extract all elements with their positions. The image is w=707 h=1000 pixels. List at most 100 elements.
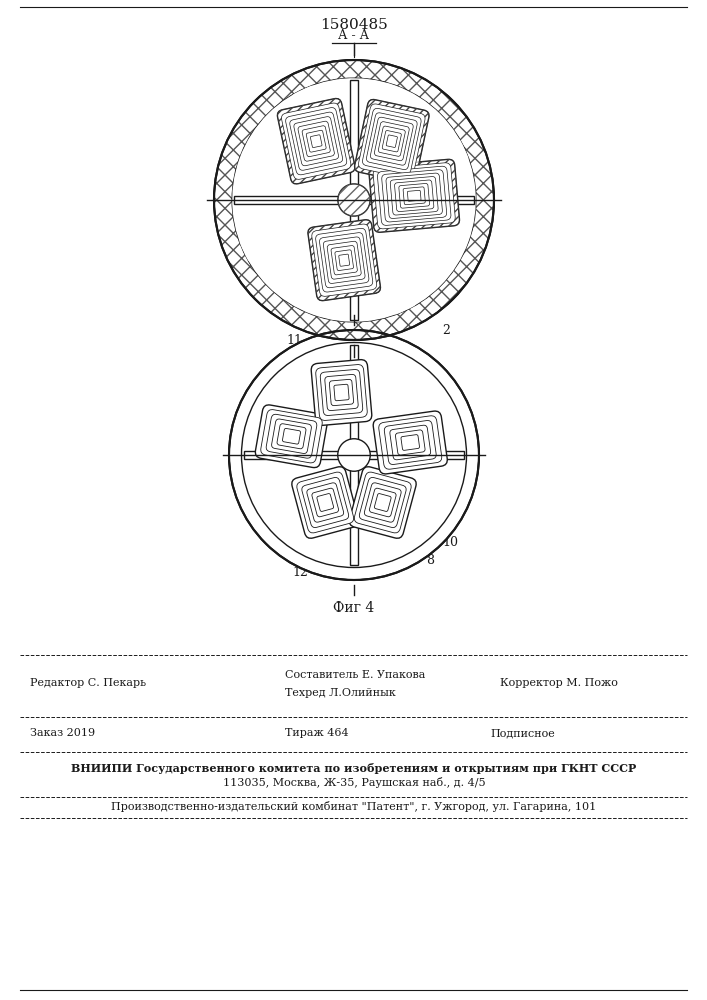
Text: 7: 7 — [229, 438, 237, 452]
Text: 12: 12 — [292, 566, 308, 580]
FancyBboxPatch shape — [331, 246, 357, 275]
FancyBboxPatch shape — [334, 384, 349, 401]
FancyBboxPatch shape — [395, 180, 434, 212]
Text: Подписное: Подписное — [490, 728, 555, 738]
FancyBboxPatch shape — [292, 467, 358, 538]
FancyBboxPatch shape — [363, 108, 421, 174]
FancyBboxPatch shape — [317, 494, 334, 511]
FancyBboxPatch shape — [369, 159, 460, 232]
Text: Тираж 464: Тираж 464 — [285, 728, 349, 738]
Text: 2: 2 — [442, 324, 450, 336]
Wedge shape — [293, 78, 469, 200]
Text: i: i — [327, 123, 330, 133]
FancyBboxPatch shape — [271, 419, 311, 454]
FancyBboxPatch shape — [312, 224, 377, 296]
FancyBboxPatch shape — [395, 430, 425, 455]
FancyBboxPatch shape — [364, 483, 401, 522]
FancyBboxPatch shape — [386, 135, 397, 147]
FancyBboxPatch shape — [354, 99, 429, 183]
FancyBboxPatch shape — [349, 467, 416, 538]
Text: Производственно-издательский комбинат "Патент", г. Ужгород, ул. Гагарина, 101: Производственно-издательский комбинат "П… — [112, 802, 597, 812]
Text: Заказ 2019: Заказ 2019 — [30, 728, 95, 738]
Text: i: i — [310, 532, 313, 542]
Text: Фиг 3: Фиг 3 — [334, 363, 375, 377]
FancyBboxPatch shape — [294, 117, 339, 166]
FancyBboxPatch shape — [306, 130, 326, 152]
FancyBboxPatch shape — [261, 410, 322, 463]
FancyBboxPatch shape — [382, 131, 402, 152]
FancyBboxPatch shape — [316, 365, 367, 420]
Text: Фиг 4: Фиг 4 — [334, 601, 375, 615]
Text: 11: 11 — [286, 334, 302, 347]
FancyBboxPatch shape — [286, 108, 346, 175]
FancyBboxPatch shape — [339, 254, 350, 266]
Circle shape — [229, 330, 479, 580]
FancyBboxPatch shape — [283, 428, 300, 444]
FancyBboxPatch shape — [335, 250, 354, 271]
FancyBboxPatch shape — [325, 374, 358, 411]
FancyBboxPatch shape — [310, 135, 322, 148]
FancyBboxPatch shape — [366, 113, 417, 170]
Text: 1580485: 1580485 — [320, 18, 388, 32]
FancyBboxPatch shape — [327, 241, 361, 279]
FancyBboxPatch shape — [379, 416, 442, 469]
Text: i: i — [332, 382, 335, 392]
FancyBboxPatch shape — [308, 220, 380, 301]
Text: Редактор С. Пекарь: Редактор С. Пекарь — [30, 678, 146, 688]
FancyBboxPatch shape — [298, 121, 334, 161]
Text: ВНИИПИ Государственного комитета по изобретениям и открытиям при ГКНТ СССР: ВНИИПИ Государственного комитета по изоб… — [71, 762, 636, 774]
FancyBboxPatch shape — [329, 379, 354, 406]
FancyBboxPatch shape — [255, 405, 327, 468]
Wedge shape — [354, 139, 476, 314]
Wedge shape — [240, 200, 415, 322]
FancyBboxPatch shape — [350, 80, 358, 320]
FancyBboxPatch shape — [266, 414, 317, 458]
Text: i: i — [298, 430, 300, 440]
Text: А - А: А - А — [339, 29, 370, 42]
FancyBboxPatch shape — [320, 233, 369, 288]
FancyBboxPatch shape — [290, 112, 343, 170]
Text: 5: 5 — [244, 253, 252, 266]
FancyBboxPatch shape — [312, 488, 339, 517]
FancyBboxPatch shape — [297, 472, 354, 533]
FancyBboxPatch shape — [373, 163, 455, 229]
Text: 8: 8 — [426, 554, 434, 566]
FancyBboxPatch shape — [386, 173, 443, 218]
Text: 6: 6 — [472, 188, 480, 202]
Text: 113035, Москва, Ж-35, Раушская наб., д. 4/5: 113035, Москва, Ж-35, Раушская наб., д. … — [223, 778, 485, 788]
FancyBboxPatch shape — [359, 477, 407, 528]
Text: i: i — [361, 277, 363, 287]
FancyBboxPatch shape — [233, 196, 474, 204]
FancyBboxPatch shape — [390, 177, 438, 215]
FancyBboxPatch shape — [277, 424, 306, 449]
Text: Составитель Е. Упакова: Составитель Е. Упакова — [285, 670, 426, 680]
FancyBboxPatch shape — [375, 494, 391, 511]
FancyBboxPatch shape — [350, 345, 358, 565]
Circle shape — [338, 439, 370, 471]
FancyBboxPatch shape — [354, 472, 411, 533]
FancyBboxPatch shape — [311, 360, 372, 425]
Circle shape — [242, 342, 467, 568]
FancyBboxPatch shape — [320, 369, 363, 416]
FancyBboxPatch shape — [374, 122, 409, 161]
FancyBboxPatch shape — [403, 187, 426, 205]
Wedge shape — [232, 86, 354, 261]
Text: i: i — [411, 187, 414, 197]
FancyBboxPatch shape — [401, 435, 419, 450]
Text: Корректор М. Пожо: Корректор М. Пожо — [500, 678, 618, 688]
FancyBboxPatch shape — [244, 451, 464, 459]
Text: 13: 13 — [462, 466, 478, 480]
FancyBboxPatch shape — [307, 483, 344, 522]
Text: Техред Л.Олийнык: Техред Л.Олийнык — [285, 688, 396, 698]
FancyBboxPatch shape — [385, 420, 436, 465]
FancyBboxPatch shape — [378, 126, 405, 156]
Circle shape — [338, 184, 370, 216]
FancyBboxPatch shape — [323, 237, 365, 283]
FancyBboxPatch shape — [302, 126, 330, 157]
FancyBboxPatch shape — [370, 117, 413, 165]
FancyBboxPatch shape — [399, 183, 430, 208]
FancyBboxPatch shape — [281, 103, 351, 179]
FancyBboxPatch shape — [315, 228, 373, 292]
FancyBboxPatch shape — [390, 425, 431, 460]
FancyBboxPatch shape — [302, 477, 349, 528]
